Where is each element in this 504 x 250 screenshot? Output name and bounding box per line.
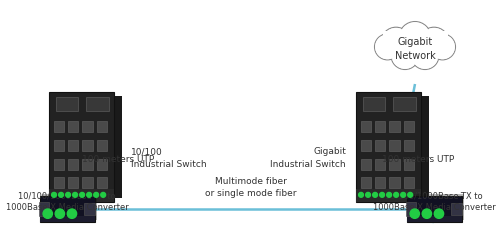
FancyBboxPatch shape <box>49 93 114 202</box>
FancyBboxPatch shape <box>68 140 78 151</box>
Circle shape <box>391 42 419 70</box>
Text: 100 meters UTP: 100 meters UTP <box>82 154 154 163</box>
Circle shape <box>387 193 392 198</box>
Circle shape <box>101 193 106 198</box>
FancyBboxPatch shape <box>407 216 462 222</box>
FancyBboxPatch shape <box>390 159 400 170</box>
FancyBboxPatch shape <box>390 122 400 132</box>
FancyBboxPatch shape <box>53 178 64 188</box>
FancyBboxPatch shape <box>356 93 421 202</box>
Circle shape <box>374 35 401 61</box>
Circle shape <box>420 29 448 57</box>
Circle shape <box>419 28 449 58</box>
Circle shape <box>399 22 431 54</box>
FancyBboxPatch shape <box>68 122 78 132</box>
FancyBboxPatch shape <box>41 194 96 220</box>
Circle shape <box>410 209 419 218</box>
FancyBboxPatch shape <box>409 194 464 220</box>
Circle shape <box>73 193 78 198</box>
Circle shape <box>58 193 64 198</box>
FancyBboxPatch shape <box>360 122 371 132</box>
FancyBboxPatch shape <box>39 196 95 222</box>
Circle shape <box>87 193 92 198</box>
FancyBboxPatch shape <box>375 178 385 188</box>
Circle shape <box>359 193 363 198</box>
Circle shape <box>394 193 399 198</box>
FancyBboxPatch shape <box>68 159 78 170</box>
Circle shape <box>80 193 85 198</box>
Text: 10/100
Industrial Switch: 10/100 Industrial Switch <box>131 147 207 168</box>
Circle shape <box>375 36 400 60</box>
Circle shape <box>422 209 431 218</box>
FancyBboxPatch shape <box>97 159 107 170</box>
Circle shape <box>382 29 410 57</box>
Text: Gigabit
Network: Gigabit Network <box>395 37 435 60</box>
Circle shape <box>67 209 77 218</box>
FancyBboxPatch shape <box>404 178 414 188</box>
FancyBboxPatch shape <box>97 140 107 151</box>
Circle shape <box>66 193 71 198</box>
FancyBboxPatch shape <box>360 159 371 170</box>
FancyBboxPatch shape <box>82 122 93 132</box>
Circle shape <box>400 23 430 54</box>
FancyBboxPatch shape <box>360 178 371 188</box>
FancyBboxPatch shape <box>39 216 95 222</box>
Text: Gigabit
Industrial Switch: Gigabit Industrial Switch <box>270 147 346 168</box>
Circle shape <box>397 29 433 64</box>
FancyBboxPatch shape <box>404 159 414 170</box>
Text: 100 meters UTP: 100 meters UTP <box>382 154 454 163</box>
Circle shape <box>392 43 418 70</box>
Circle shape <box>372 193 377 198</box>
FancyBboxPatch shape <box>407 196 462 222</box>
FancyBboxPatch shape <box>82 140 93 151</box>
FancyBboxPatch shape <box>82 178 93 188</box>
FancyBboxPatch shape <box>49 189 114 202</box>
FancyBboxPatch shape <box>53 122 64 132</box>
Text: 10/100/1000Base-TX to
1000Base-X Media Converter: 10/100/1000Base-TX to 1000Base-X Media C… <box>6 191 129 211</box>
FancyBboxPatch shape <box>390 178 400 188</box>
FancyBboxPatch shape <box>404 140 414 151</box>
Circle shape <box>430 36 455 60</box>
FancyBboxPatch shape <box>375 159 385 170</box>
FancyBboxPatch shape <box>419 97 429 198</box>
Circle shape <box>434 209 444 218</box>
FancyBboxPatch shape <box>56 98 78 112</box>
FancyBboxPatch shape <box>356 189 421 202</box>
Circle shape <box>381 28 411 58</box>
FancyBboxPatch shape <box>360 140 371 151</box>
Circle shape <box>411 42 439 70</box>
FancyBboxPatch shape <box>39 202 49 216</box>
FancyBboxPatch shape <box>404 122 414 132</box>
FancyBboxPatch shape <box>451 203 462 215</box>
Circle shape <box>51 193 56 198</box>
FancyBboxPatch shape <box>375 122 385 132</box>
FancyBboxPatch shape <box>375 140 385 151</box>
Circle shape <box>55 209 65 218</box>
FancyBboxPatch shape <box>97 122 107 132</box>
Circle shape <box>396 28 434 66</box>
FancyBboxPatch shape <box>53 140 64 151</box>
FancyBboxPatch shape <box>393 98 415 112</box>
FancyBboxPatch shape <box>68 178 78 188</box>
FancyBboxPatch shape <box>82 159 93 170</box>
Circle shape <box>401 193 406 198</box>
FancyBboxPatch shape <box>86 98 108 112</box>
Circle shape <box>408 193 413 198</box>
Text: 10/100/1000Base-TX to
1000Base-X Media Converter: 10/100/1000Base-TX to 1000Base-X Media C… <box>372 191 495 211</box>
FancyBboxPatch shape <box>97 178 107 188</box>
FancyBboxPatch shape <box>84 203 95 215</box>
Circle shape <box>412 43 438 70</box>
Circle shape <box>429 35 456 61</box>
Text: Multimode fiber
or single mode fiber: Multimode fiber or single mode fiber <box>205 176 296 197</box>
FancyBboxPatch shape <box>53 159 64 170</box>
FancyBboxPatch shape <box>383 32 448 43</box>
Circle shape <box>365 193 370 198</box>
Circle shape <box>43 209 52 218</box>
FancyBboxPatch shape <box>390 140 400 151</box>
FancyBboxPatch shape <box>112 97 122 198</box>
FancyBboxPatch shape <box>406 202 416 216</box>
Circle shape <box>94 193 99 198</box>
FancyBboxPatch shape <box>363 98 385 112</box>
Circle shape <box>380 193 385 198</box>
